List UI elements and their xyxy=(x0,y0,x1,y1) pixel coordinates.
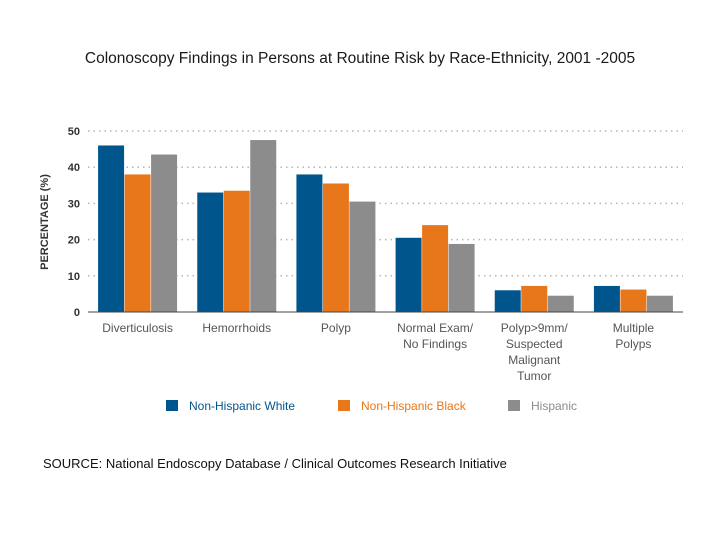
x-tick-label-line: No Findings xyxy=(403,337,467,351)
bar xyxy=(448,243,475,312)
x-tick-label-line: Polyps xyxy=(615,337,651,351)
bar xyxy=(593,285,620,312)
x-tick-label-line: Polyp xyxy=(321,321,351,335)
x-tick-label: Polyp xyxy=(321,321,351,335)
bar xyxy=(223,190,250,312)
bar xyxy=(395,237,422,312)
legend-swatch xyxy=(508,400,520,411)
x-tick-label: Diverticulosis xyxy=(102,321,173,335)
x-tick-label: Polyp>9mm/Suspected Malignant Tumor xyxy=(501,321,569,383)
y-axis-label: PERCENTAGE (%) xyxy=(39,174,51,270)
x-tick-label: Normal Exam/No Findings xyxy=(397,321,474,351)
bar xyxy=(98,145,125,312)
source-note: SOURCE: National Endoscopy Database / Cl… xyxy=(43,456,507,471)
y-tick-label: 0 xyxy=(74,307,80,319)
x-tick-label-line: Diverticulosis xyxy=(102,321,173,335)
legend-label: Non-Hispanic Black xyxy=(361,399,467,413)
bar xyxy=(422,225,449,312)
bar xyxy=(296,174,323,312)
legend: Non-Hispanic White Non-Hispanic Black Hisp… xyxy=(166,399,577,413)
x-tick-label-line: Multiple xyxy=(613,321,655,335)
y-tick-label: 10 xyxy=(68,271,80,283)
x-tick-label: Hemorrhoids xyxy=(202,321,271,335)
bar xyxy=(197,192,224,312)
x-tick-label-line: Suspected xyxy=(506,337,563,351)
legend-swatch xyxy=(338,400,350,411)
legend-label: Hispanic xyxy=(531,399,577,413)
bar xyxy=(151,154,178,312)
y-tick-label: 50 xyxy=(68,126,80,138)
x-tick-label-line: Polyp>9mm/ xyxy=(501,321,569,335)
x-tick-label-line: Tumor xyxy=(517,369,551,383)
legend-label: Non-Hispanic White xyxy=(189,399,295,413)
bar xyxy=(547,295,574,312)
x-tick-label-line: Normal Exam/ xyxy=(397,321,474,335)
y-axis-ticks: 0 10 20 30 40 50 xyxy=(68,126,80,319)
bar xyxy=(521,285,548,312)
bar xyxy=(494,290,521,312)
gridlines xyxy=(88,130,683,277)
category-labels: Diverticulosis Hemorrhoids Polyp Normal Exa… xyxy=(102,321,654,383)
bar xyxy=(646,295,673,312)
legend-swatch xyxy=(166,400,178,411)
x-tick-label: Multiple Polyps xyxy=(613,321,655,351)
bars xyxy=(98,140,673,312)
y-tick-label: 30 xyxy=(68,198,80,210)
y-tick-label: 20 xyxy=(68,235,80,247)
bar xyxy=(124,174,151,312)
x-tick-label-line: Hemorrhoids xyxy=(202,321,271,335)
bar xyxy=(349,201,376,312)
y-tick-label: 40 xyxy=(68,162,80,174)
x-tick-label-line: Malignant xyxy=(508,353,561,367)
bar xyxy=(620,289,647,312)
chart-title: Colonoscopy Findings in Persons at Routi… xyxy=(84,50,636,67)
bar xyxy=(250,140,277,312)
bar xyxy=(322,183,349,312)
